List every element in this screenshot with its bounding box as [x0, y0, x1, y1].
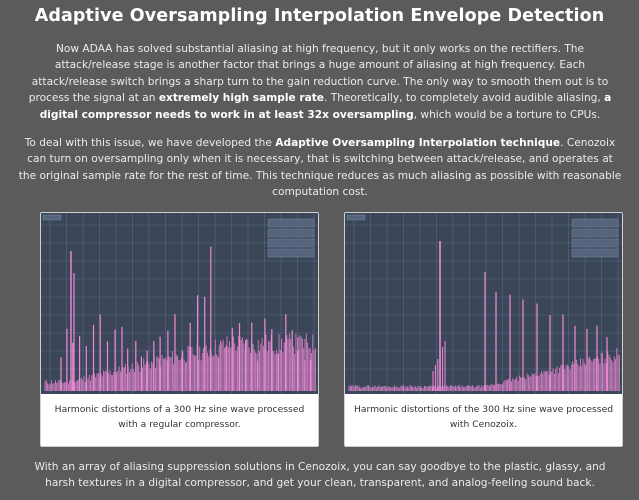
- text-segment: Now ADAA has solved substantial aliasing…: [28, 43, 609, 105]
- intro-paragraph: Now ADAA has solved substantial aliasing…: [18, 41, 622, 123]
- spectrum-image-cenozoix: [345, 213, 622, 394]
- bold-segment: Adaptive Oversampling Interpolation tech…: [275, 137, 561, 149]
- text-segment: To deal with this issue, we have develop…: [24, 137, 276, 149]
- bold-segment: a digital compressor needs to work in at…: [39, 92, 612, 121]
- text-segment: , which would be a torture to CPUs.: [413, 108, 601, 121]
- figure-caption: Harmonic distortions of a 300 Hz sine wa…: [54, 404, 305, 430]
- closing-paragraph: With an array of aliasing suppression so…: [34, 461, 606, 490]
- technique-paragraph: To deal with this issue, we have develop…: [18, 135, 622, 201]
- figure-card-cenozoix: Harmonic distortions of the 300 Hz sine …: [344, 212, 623, 447]
- figure-caption: Harmonic distortions of the 300 Hz sine …: [353, 404, 614, 430]
- text-segment: . Theoretically, to completely avoid aud…: [323, 92, 605, 105]
- figure-card-regular: Harmonic distortions of a 300 Hz sine wa…: [40, 212, 319, 447]
- bold-segment: extremely high sample rate: [158, 92, 324, 105]
- page-title: Adaptive Oversampling Interpolation Enve…: [34, 6, 605, 26]
- spectrum-image-regular: [41, 213, 318, 394]
- text-segment: . Cenozoix can turn on oversampling only…: [18, 137, 622, 199]
